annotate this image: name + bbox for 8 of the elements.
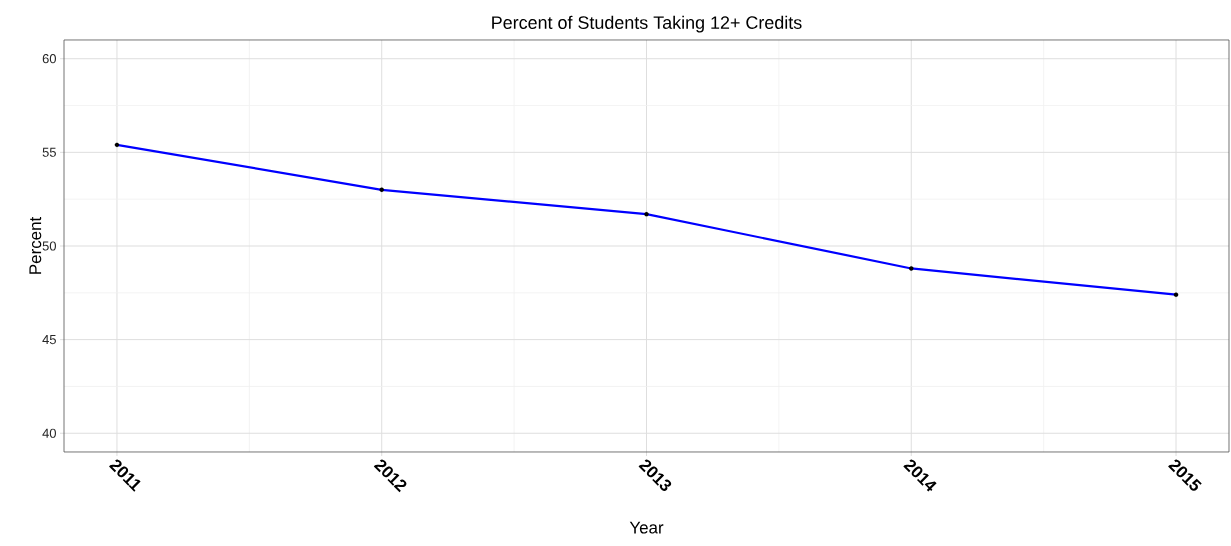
y-tick-label: 50 <box>42 241 56 251</box>
chart-title: Percent of Students Taking 12+ Credits <box>492 15 802 33</box>
y-tick-label: 55 <box>42 147 56 157</box>
y-axis-title: Percent <box>29 216 42 274</box>
x-axis-title: Year <box>629 521 664 534</box>
y-tick-label: 40 <box>42 428 56 438</box>
y-tick-label: 60 <box>42 54 56 64</box>
y-tick-label: 45 <box>42 335 56 345</box>
